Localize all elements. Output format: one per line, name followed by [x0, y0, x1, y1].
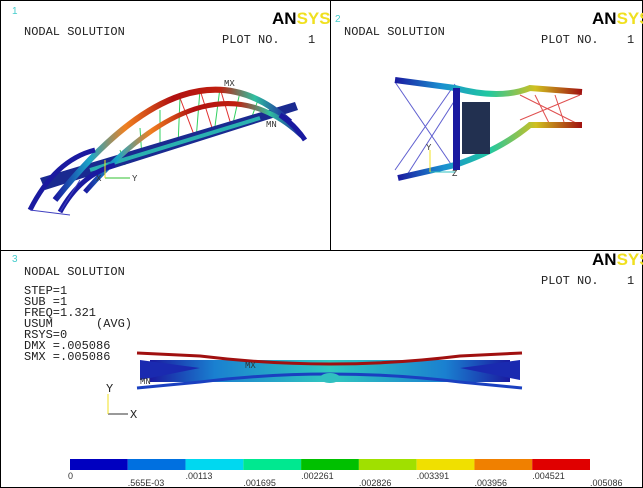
marker: MX — [245, 361, 256, 371]
marker: MX — [224, 79, 235, 89]
panel-number: 1 — [12, 6, 18, 17]
legend-label: .00113 — [186, 471, 213, 481]
plot-number: 1 — [627, 33, 634, 47]
panel-title: NODAL SOLUTION — [24, 265, 125, 279]
legend-label: .565E-03 — [128, 478, 165, 488]
legend-label: .004521 — [532, 471, 565, 481]
plot-number: 1 — [627, 274, 634, 288]
axis-label: Z — [452, 169, 458, 179]
logo: ANSYS — [272, 9, 331, 28]
logo: ANSYS — [592, 9, 643, 28]
node — [320, 373, 340, 383]
deck — [462, 102, 490, 154]
marker: MN — [266, 120, 277, 130]
pier — [453, 88, 460, 170]
frame — [1, 1, 643, 488]
legend-label: .003956 — [474, 478, 507, 488]
screen: 1 NODAL SOLUTION PLOT NO. 1 ANSYS Y X MX… — [0, 0, 643, 488]
panel-title: NODAL SOLUTION — [344, 25, 445, 39]
plot-number: 1 — [308, 33, 315, 47]
legend-swatch — [417, 459, 475, 470]
legend-label: 0 — [68, 471, 73, 481]
legend-swatch — [532, 459, 590, 470]
panel-number: 2 — [335, 14, 341, 25]
legend-swatch — [474, 459, 532, 470]
legend-swatch — [70, 459, 128, 470]
legend-swatch — [359, 459, 417, 470]
legend-label: .003391 — [417, 471, 450, 481]
axis-label: Y — [106, 382, 113, 396]
panel-title: NODAL SOLUTION — [24, 25, 125, 39]
marker: MN — [140, 377, 151, 387]
plot-label: PLOT NO. — [222, 33, 280, 47]
plot-label: PLOT NO. — [541, 33, 599, 47]
axis-label: Y — [132, 174, 138, 184]
legend-label: .002826 — [359, 478, 392, 488]
info: SMX =.005086 — [24, 350, 110, 364]
legend-swatch — [128, 459, 186, 470]
legend-swatch — [301, 459, 359, 470]
legend-label: .005086 — [590, 478, 623, 488]
info: (AVG) — [96, 317, 132, 331]
legend-swatch — [243, 459, 301, 470]
plot-label: PLOT NO. — [541, 274, 599, 288]
axis-label: Y — [426, 143, 432, 153]
legend-swatch — [186, 459, 244, 470]
axis-label: X — [96, 174, 102, 184]
legend-label: .001695 — [243, 478, 276, 488]
logo: ANSYS — [592, 250, 643, 269]
panel-number: 3 — [12, 254, 18, 265]
axis-label: X — [130, 408, 137, 422]
legend-label: .002261 — [301, 471, 334, 481]
